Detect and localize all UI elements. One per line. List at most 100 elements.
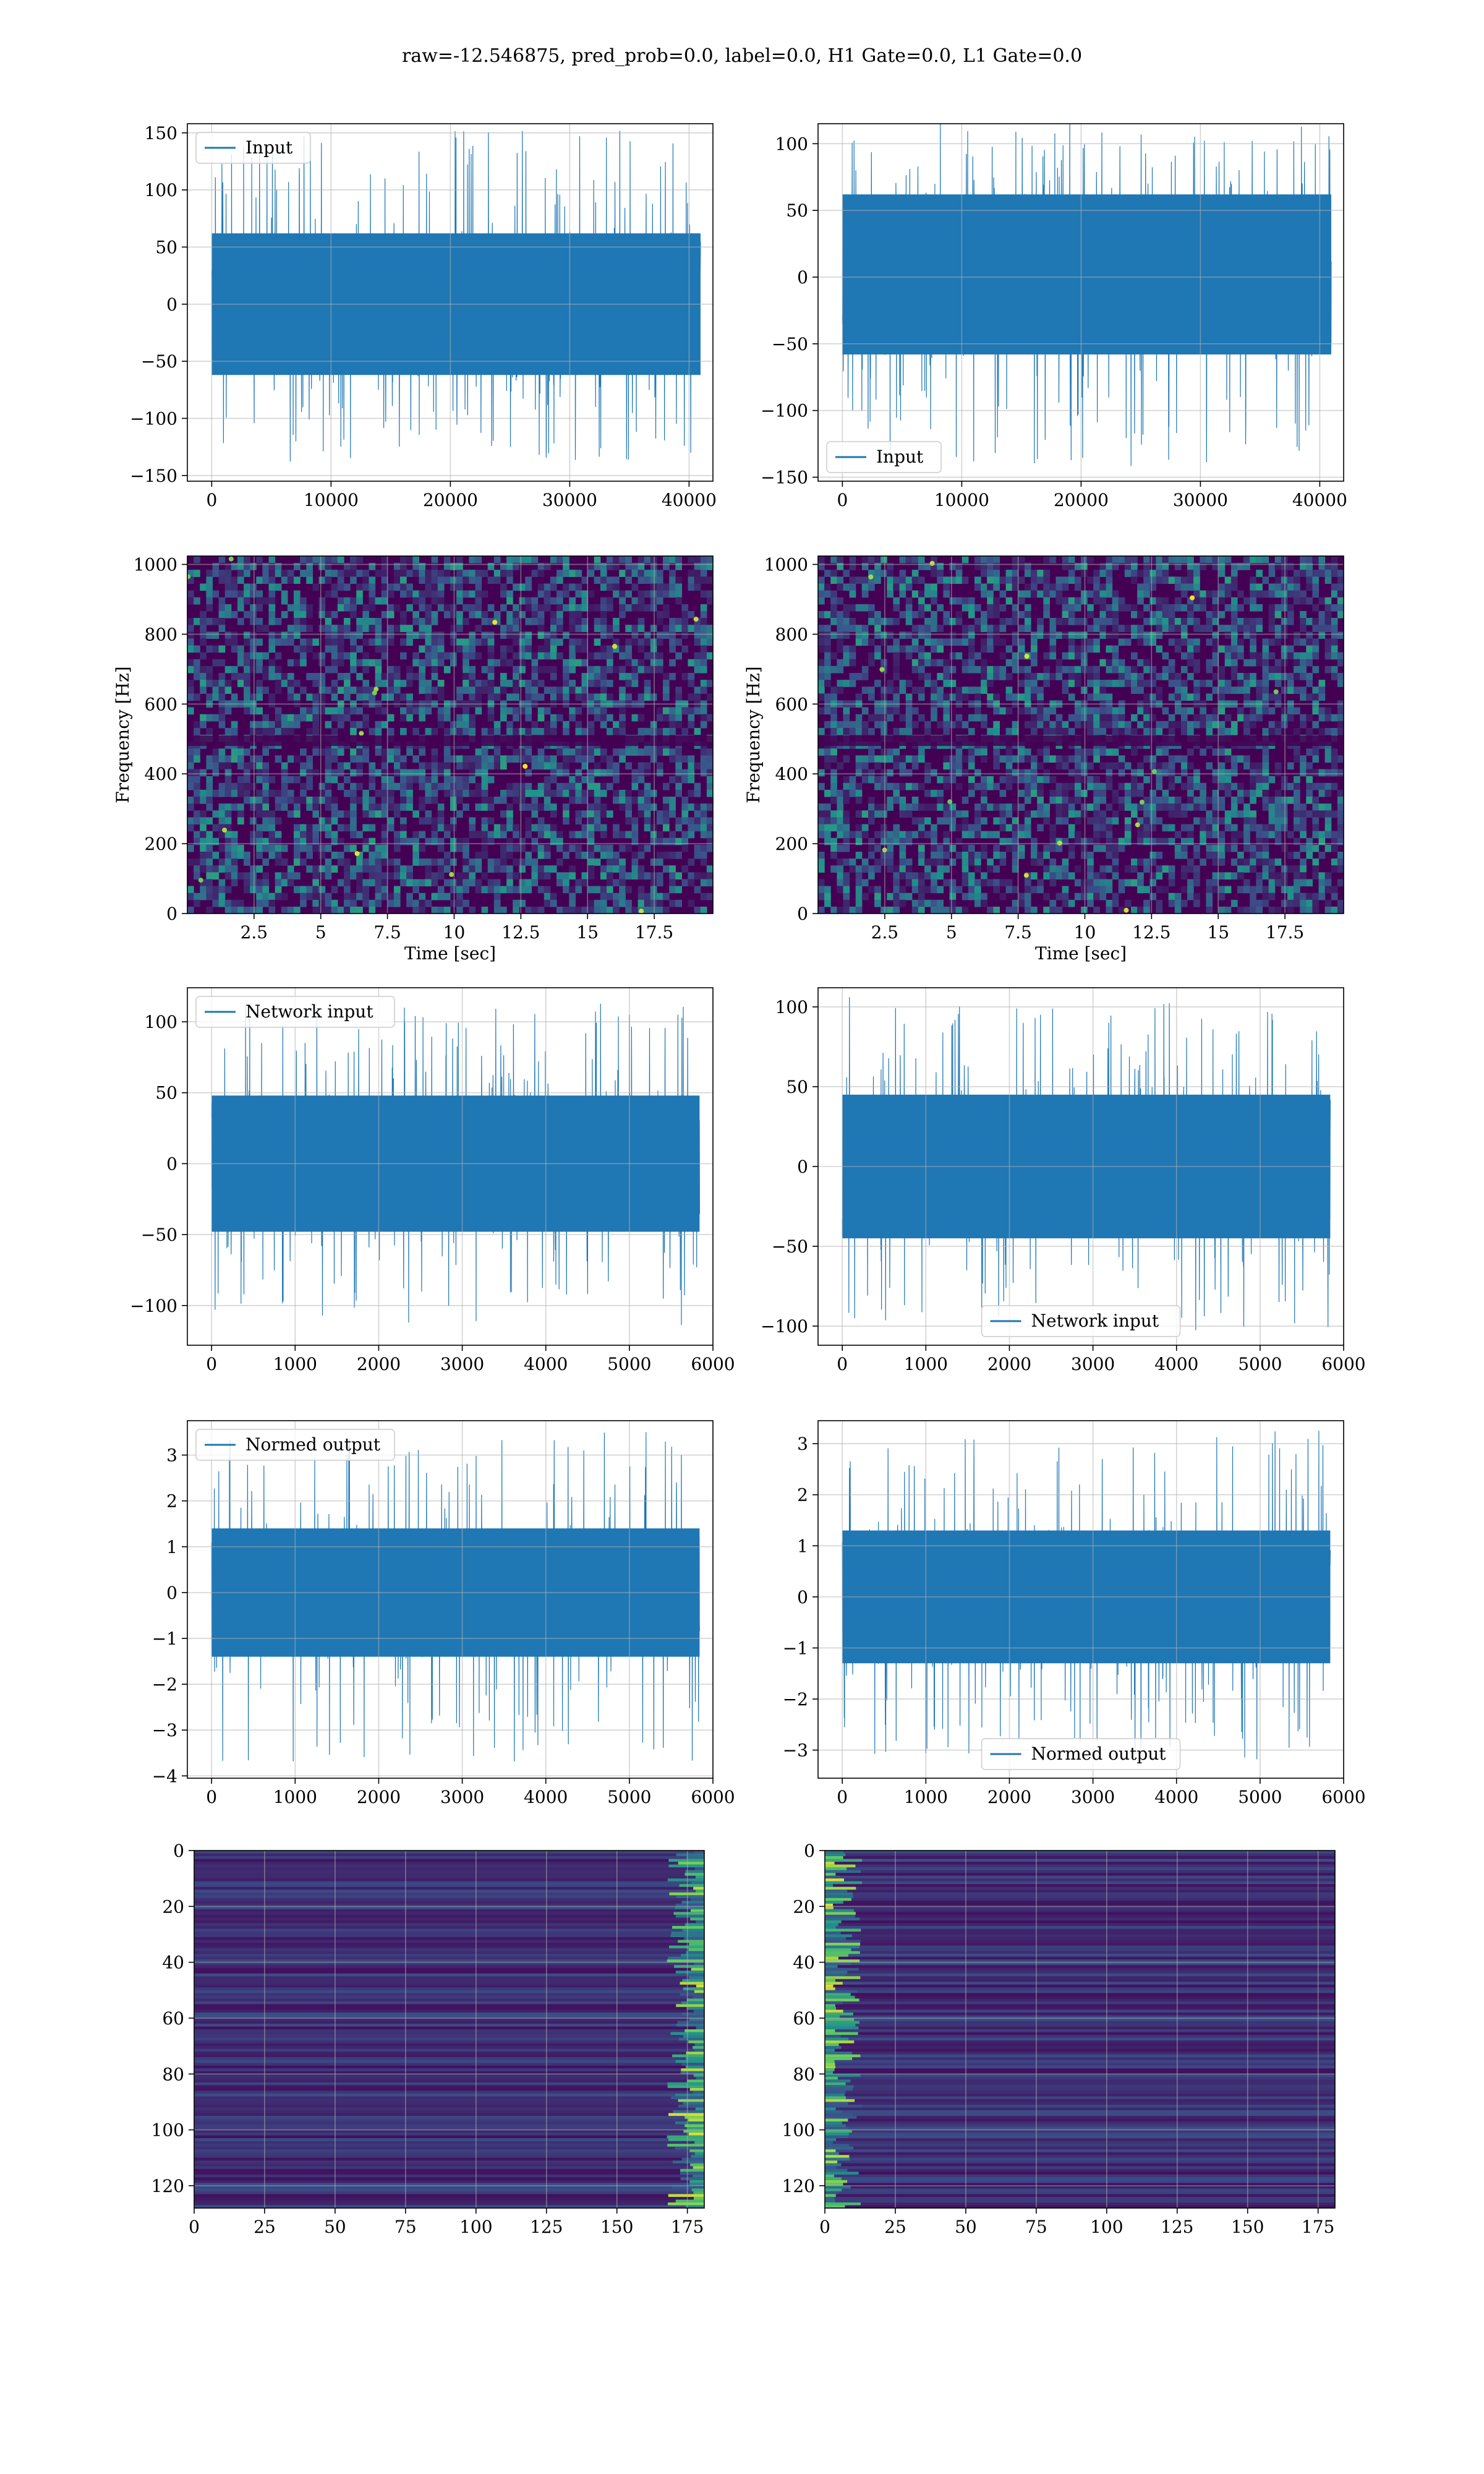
heatmap-cell (1005, 886, 1013, 894)
heatmap-cell (493, 755, 501, 763)
heatmap-cell (318, 886, 326, 894)
heatmap-cell (893, 748, 900, 756)
heatmap-cell (294, 797, 301, 804)
heatmap-cell (700, 769, 707, 777)
heatmap-cell (318, 673, 326, 680)
heatmap-cell (443, 610, 451, 618)
heatmap-cell (419, 645, 426, 653)
heatmap-cell (475, 680, 482, 687)
heatmap-cell (849, 563, 856, 570)
heatmap-cell (1018, 645, 1025, 653)
heatmap-cell (1224, 604, 1232, 612)
heatmap-cell (587, 563, 595, 570)
heatmap-cell (837, 638, 844, 646)
heatmap-cell (1081, 852, 1088, 859)
heatmap-cell (843, 892, 850, 901)
heatmap-cell (262, 576, 270, 584)
heatmap-cell (463, 666, 469, 674)
heatmap-cell (519, 837, 526, 845)
heatmap-cell (700, 618, 707, 625)
heatmap-cell (843, 817, 850, 825)
heatmap-cell (830, 844, 837, 852)
heatmap-cell (974, 769, 981, 777)
heatmap-cell (1093, 625, 1100, 632)
heatmap-cell (362, 810, 369, 818)
heatmap-cell (256, 556, 263, 563)
heatmap-cell (700, 748, 707, 756)
heatmap-cell (463, 721, 469, 729)
heatmap-cell (1218, 583, 1226, 591)
heatmap-cell (256, 652, 263, 660)
heatmap-cell (425, 638, 432, 646)
heatmap-cell (563, 817, 569, 825)
heatmap-cell (569, 886, 576, 894)
heatmap-cell (513, 714, 519, 722)
heatmap-cell (463, 659, 469, 667)
heatmap-cell (569, 618, 576, 625)
heatmap-cell (431, 858, 438, 866)
heatmap-cell (1118, 556, 1125, 563)
heatmap-cell (1168, 803, 1175, 811)
heatmap-cell (874, 563, 881, 570)
heatmap-cell (918, 590, 925, 598)
heatmap-cell (237, 563, 244, 570)
heatmap-cell (212, 852, 220, 859)
heatmap-cell (294, 721, 301, 729)
heatmap-cell (1099, 604, 1107, 612)
heatmap-cell (931, 899, 937, 907)
heatmap-cell (619, 797, 626, 804)
heatmap-cell (431, 872, 438, 880)
heatmap-cell (337, 906, 344, 914)
heatmap-cell (1256, 570, 1263, 577)
heatmap-cell (1168, 810, 1175, 818)
heatmap-cell (1212, 631, 1219, 639)
heatmap-cell (855, 872, 863, 880)
heatmap-cell (613, 762, 620, 770)
heatmap-cell (1131, 576, 1138, 584)
heatmap-cell (644, 892, 651, 901)
heatmap-cell (607, 844, 613, 852)
heatmap-cell (262, 721, 270, 729)
heatmap-cell (519, 652, 526, 660)
heatmap-cell (1037, 803, 1044, 811)
heatmap-cell (955, 576, 963, 584)
heatmap-cell (600, 597, 607, 605)
heatmap-cell (1149, 556, 1156, 563)
heatmap-cell (506, 563, 513, 570)
heatmap-cell (1062, 652, 1069, 660)
heatmap-cell (1024, 769, 1031, 777)
heatmap-cell (437, 844, 445, 852)
heatmap-cell (1262, 645, 1269, 653)
heatmap-cell (275, 844, 282, 852)
heatmap-cell (663, 714, 670, 722)
heatmap-cell (824, 583, 831, 591)
heatmap-cell (981, 782, 987, 790)
heatmap-cell (350, 803, 357, 811)
heatmap-cell (1112, 666, 1119, 674)
heatmap-cell (843, 797, 850, 804)
heatmap-cell (244, 680, 250, 687)
heatmap-cell (594, 556, 601, 563)
heatmap-cell (818, 831, 825, 839)
heatmap-cell (861, 556, 869, 563)
heatmap-cell (675, 638, 682, 646)
heatmap-cell (1224, 886, 1232, 894)
heatmap-cell (949, 631, 957, 639)
heatmap-cell (1099, 831, 1107, 839)
heatmap-cell (443, 556, 451, 563)
heatmap-cell (443, 769, 451, 777)
heatmap-cell (1149, 789, 1156, 797)
heatmap-cell (675, 817, 682, 825)
heatmap-cell (1187, 563, 1194, 570)
heatmap-cell (1031, 570, 1038, 577)
heatmap-cell (1143, 797, 1150, 804)
heatmap-cell (1087, 610, 1094, 618)
heatmap-cell (993, 631, 1000, 639)
heatmap-cell (231, 837, 238, 845)
heatmap-cell (1093, 776, 1100, 784)
heatmap-cell (1024, 666, 1031, 674)
heatmap-cell (268, 563, 276, 570)
heatmap-cell (818, 769, 825, 777)
heatmap-cell (437, 583, 445, 591)
heatmap-cell (1180, 687, 1188, 694)
